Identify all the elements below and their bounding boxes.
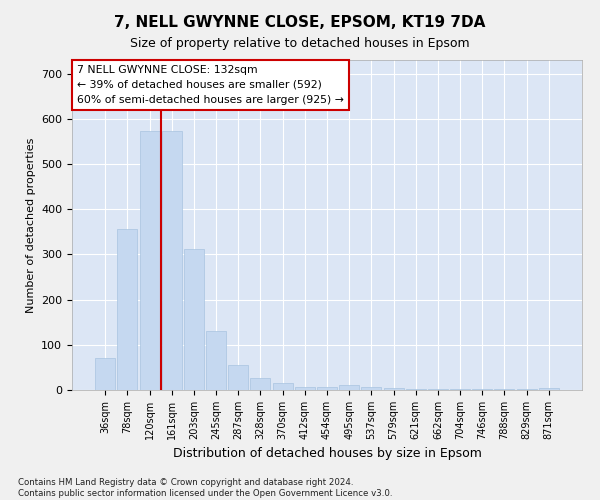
X-axis label: Distribution of detached houses by size in Epsom: Distribution of detached houses by size … xyxy=(173,448,481,460)
Bar xyxy=(184,248,204,390)
Bar xyxy=(472,389,492,390)
Bar xyxy=(428,388,448,390)
Text: 7, NELL GWYNNE CLOSE, EPSOM, KT19 7DA: 7, NELL GWYNNE CLOSE, EPSOM, KT19 7DA xyxy=(115,15,485,30)
Bar xyxy=(118,228,137,390)
Text: 7 NELL GWYNNE CLOSE: 132sqm
← 39% of detached houses are smaller (592)
60% of se: 7 NELL GWYNNE CLOSE: 132sqm ← 39% of det… xyxy=(77,65,344,104)
Bar xyxy=(140,132,160,390)
Text: Size of property relative to detached houses in Epsom: Size of property relative to detached ho… xyxy=(130,38,470,51)
Text: Contains HM Land Registry data © Crown copyright and database right 2024.
Contai: Contains HM Land Registry data © Crown c… xyxy=(18,478,392,498)
Y-axis label: Number of detached properties: Number of detached properties xyxy=(26,138,35,312)
Bar xyxy=(272,383,293,390)
Bar xyxy=(383,388,404,390)
Bar xyxy=(250,378,271,390)
Bar xyxy=(95,358,115,390)
Bar xyxy=(406,388,426,390)
Bar xyxy=(361,387,382,390)
Bar xyxy=(317,387,337,390)
Bar xyxy=(539,388,559,390)
Bar xyxy=(228,364,248,390)
Bar xyxy=(206,331,226,390)
Bar xyxy=(494,389,514,390)
Bar xyxy=(162,132,182,390)
Bar xyxy=(450,388,470,390)
Bar xyxy=(339,386,359,390)
Bar xyxy=(517,389,536,390)
Bar xyxy=(295,387,315,390)
